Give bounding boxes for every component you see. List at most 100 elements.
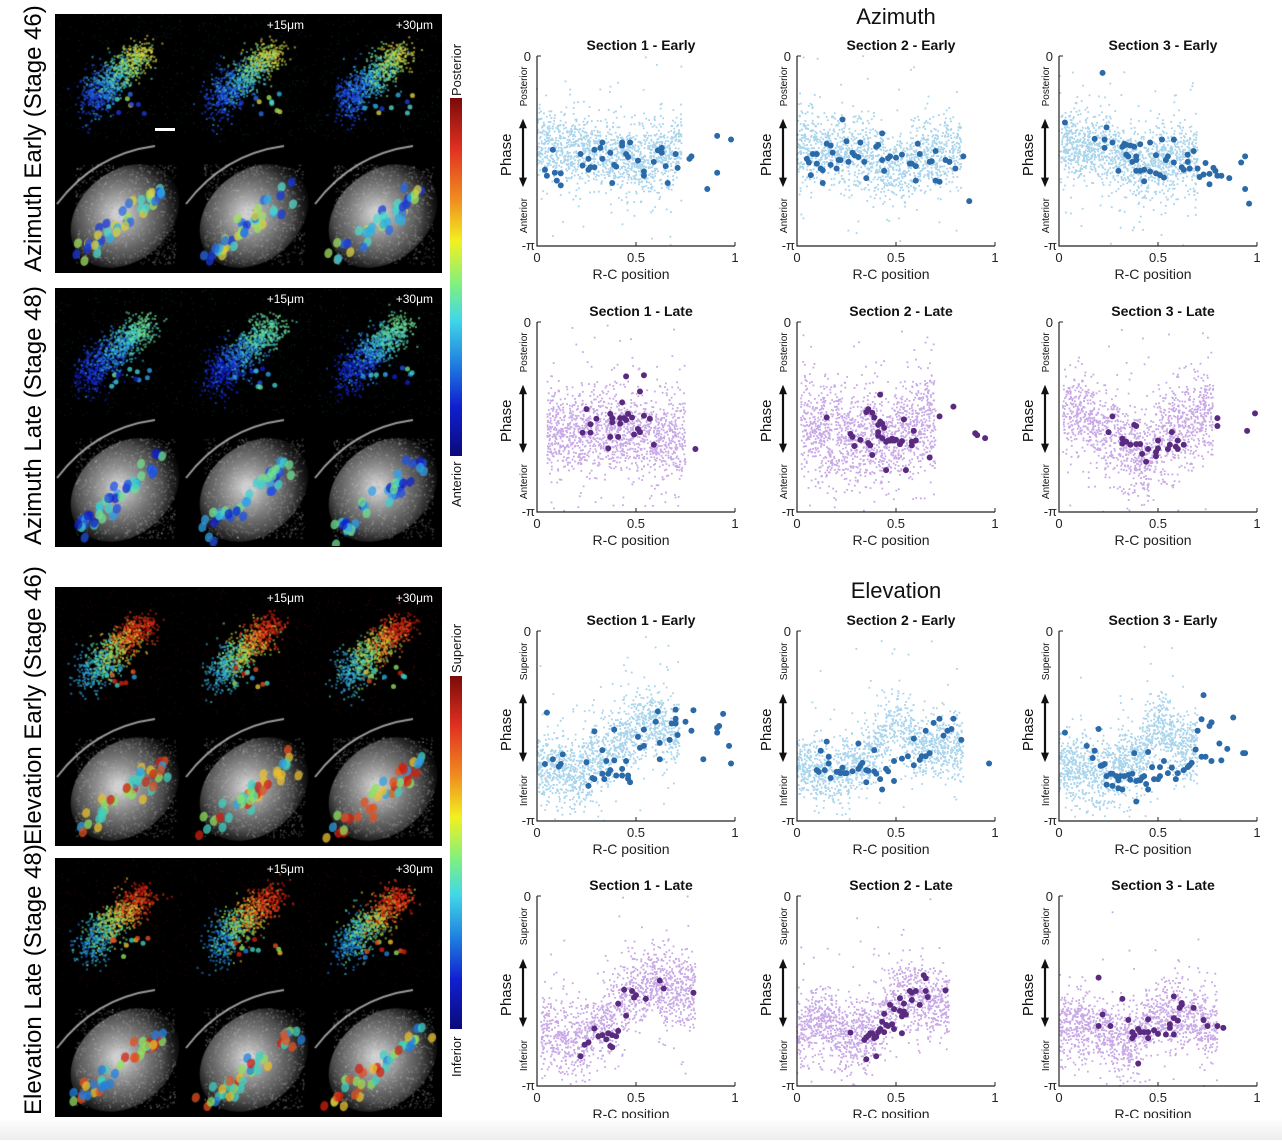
background-point xyxy=(911,125,913,128)
background-point xyxy=(662,408,665,411)
background-point xyxy=(655,133,658,136)
background-point xyxy=(837,146,840,148)
background-point xyxy=(563,159,566,161)
background-point xyxy=(1099,175,1102,178)
background-point xyxy=(902,172,905,175)
background-point xyxy=(1158,191,1161,194)
background-point xyxy=(597,441,600,444)
background-point xyxy=(639,158,642,161)
background-point xyxy=(1168,150,1171,152)
background-point xyxy=(1089,141,1092,144)
background-point xyxy=(875,135,878,138)
background-point xyxy=(584,403,587,406)
background-point xyxy=(626,442,629,445)
background-point xyxy=(1114,165,1117,168)
background-point xyxy=(863,144,866,147)
background-point xyxy=(616,428,619,431)
background-point xyxy=(1161,130,1164,133)
background-point xyxy=(923,174,926,176)
background-point xyxy=(1069,136,1071,139)
background-point xyxy=(799,146,802,148)
background-point xyxy=(598,139,601,141)
background-point xyxy=(583,162,586,165)
background-point xyxy=(1172,180,1175,183)
background-point xyxy=(559,119,562,122)
background-point xyxy=(1064,156,1067,159)
background-point xyxy=(1130,118,1132,121)
background-point xyxy=(952,148,955,151)
background-point xyxy=(627,164,630,167)
background-point xyxy=(648,119,651,122)
background-point xyxy=(1087,153,1090,156)
background-point xyxy=(933,142,936,144)
background-point xyxy=(683,428,686,431)
background-point xyxy=(1083,158,1086,161)
background-point xyxy=(629,136,632,139)
depth-label: +15μm xyxy=(266,18,304,32)
background-point xyxy=(643,410,646,413)
x-tick-label: 1 xyxy=(731,250,738,265)
background-point xyxy=(871,154,874,157)
background-point xyxy=(914,153,917,156)
background-point xyxy=(640,163,643,166)
background-point xyxy=(598,150,601,153)
background-point xyxy=(637,418,639,421)
background-point xyxy=(560,404,562,406)
background-point xyxy=(1058,150,1061,153)
functional-map-image xyxy=(55,14,183,142)
background-point xyxy=(957,151,959,154)
background-point xyxy=(587,138,590,141)
background-point xyxy=(1094,115,1097,118)
background-point xyxy=(820,123,823,125)
background-point xyxy=(841,177,843,180)
background-point xyxy=(1086,161,1089,164)
background-point xyxy=(912,186,915,189)
background-point xyxy=(937,147,940,150)
background-point xyxy=(658,141,661,144)
background-point xyxy=(582,157,585,160)
tracked-cell-point xyxy=(627,139,634,146)
background-point xyxy=(860,151,862,154)
background-point xyxy=(562,161,565,164)
background-point xyxy=(618,175,621,178)
background-point xyxy=(872,161,875,164)
background-point xyxy=(582,148,585,151)
background-point xyxy=(909,145,912,148)
background-point xyxy=(573,151,575,154)
background-point xyxy=(622,496,625,499)
background-point xyxy=(1071,125,1073,128)
background-point xyxy=(653,115,656,118)
background-point xyxy=(648,148,651,150)
background-point xyxy=(650,484,653,487)
background-point xyxy=(1101,158,1104,161)
background-point xyxy=(1077,157,1079,160)
background-point xyxy=(1112,146,1115,149)
background-point xyxy=(1084,160,1086,162)
background-point xyxy=(847,170,850,173)
background-point xyxy=(937,155,940,157)
background-point xyxy=(560,111,563,113)
background-point xyxy=(1150,174,1153,177)
tracked-cell-point xyxy=(634,157,641,164)
background-point xyxy=(1160,162,1162,165)
background-point xyxy=(609,203,612,206)
background-point xyxy=(567,461,570,464)
background-point xyxy=(898,88,900,91)
background-point xyxy=(881,188,884,190)
background-point xyxy=(664,444,667,446)
background-point xyxy=(544,147,547,150)
background-point xyxy=(827,135,830,138)
background-point xyxy=(867,143,869,146)
background-point xyxy=(821,152,824,155)
background-point xyxy=(904,205,906,208)
background-point xyxy=(926,156,929,159)
background-point xyxy=(641,440,644,443)
background-point xyxy=(632,175,635,178)
background-point xyxy=(861,129,864,132)
background-point xyxy=(1149,131,1152,134)
background-point xyxy=(1100,151,1103,154)
background-point xyxy=(620,136,622,139)
tracked-cell-point xyxy=(829,149,836,156)
background-point xyxy=(554,435,557,438)
background-point xyxy=(905,185,908,187)
